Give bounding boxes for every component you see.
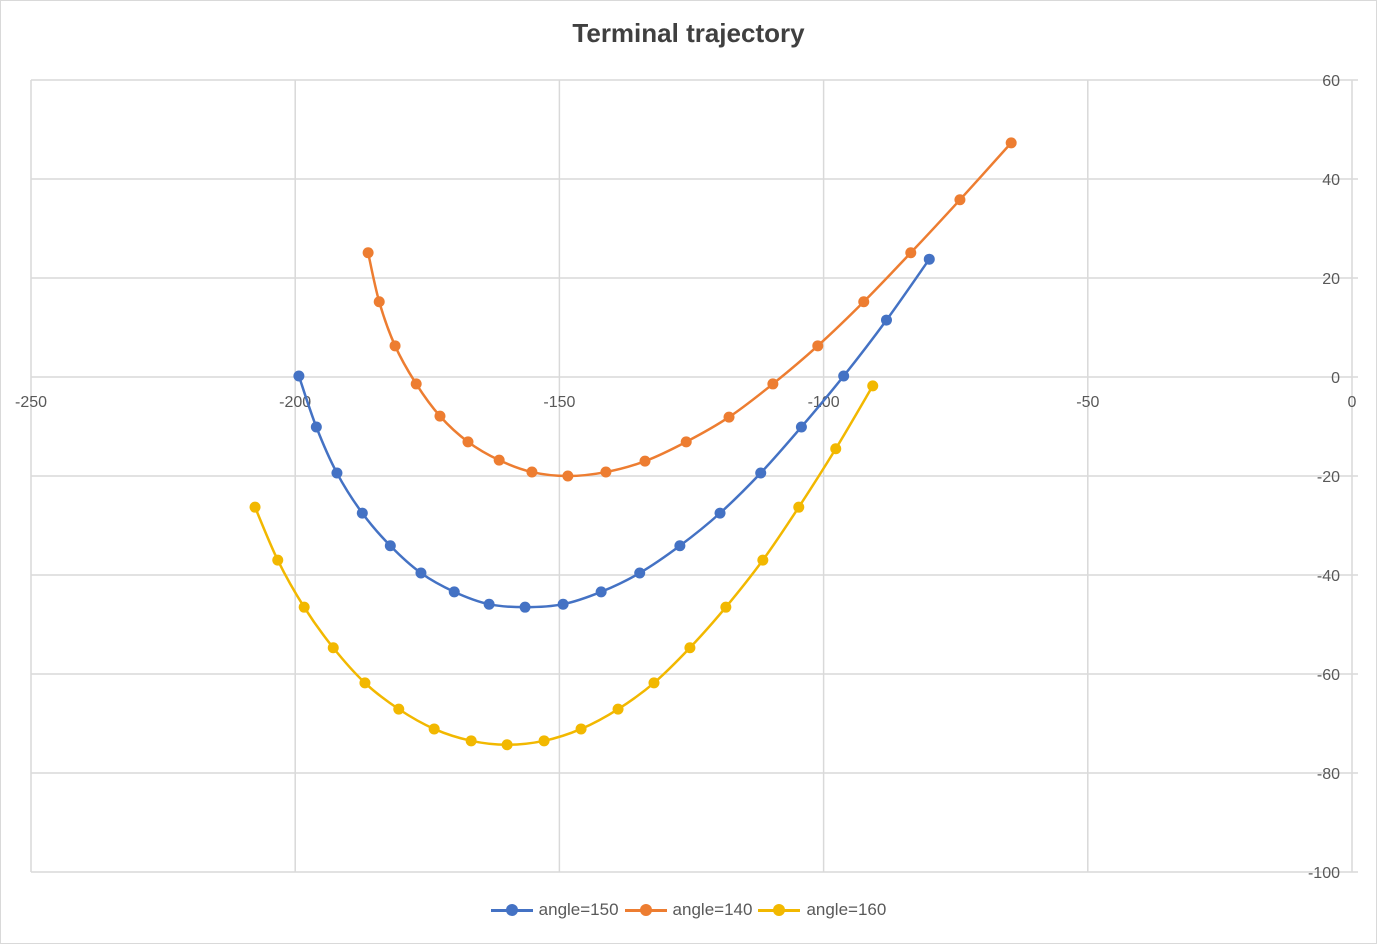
svg-text:-80: -80 bbox=[1317, 766, 1340, 783]
gridlines bbox=[30, 79, 1358, 873]
legend: angle=150 angle=140 angle=160 bbox=[0, 900, 1377, 920]
legend-swatch-orange-icon bbox=[624, 903, 667, 916]
svg-text:60: 60 bbox=[1322, 73, 1340, 90]
svg-text:-60: -60 bbox=[1317, 667, 1340, 684]
svg-text:-200: -200 bbox=[279, 394, 311, 411]
legend-item-angle-150: angle=150 bbox=[490, 900, 619, 920]
legend-item-angle-160: angle=160 bbox=[758, 900, 886, 920]
svg-text:-40: -40 bbox=[1317, 568, 1340, 585]
legend-label: angle=150 bbox=[538, 900, 619, 919]
legend-label: angle=140 bbox=[672, 900, 753, 919]
svg-text:-150: -150 bbox=[543, 394, 575, 411]
svg-text:40: 40 bbox=[1322, 172, 1340, 189]
svg-text:0: 0 bbox=[1348, 394, 1357, 411]
svg-text:-50: -50 bbox=[1076, 394, 1099, 411]
svg-text:-20: -20 bbox=[1317, 469, 1340, 486]
legend-item-angle-140: angle=140 bbox=[624, 900, 753, 920]
svg-text:0: 0 bbox=[1331, 370, 1340, 387]
svg-text:20: 20 bbox=[1322, 271, 1340, 288]
legend-swatch-blue-icon bbox=[490, 903, 533, 916]
chart-title: Terminal trajectory bbox=[572, 18, 805, 48]
legend-swatch-yellow-icon bbox=[758, 903, 801, 916]
axis-tick-labels: -250 -200 -150 -100 -50 06040200-20-40-60-80-… bbox=[15, 73, 1357, 882]
data-series bbox=[249, 137, 1017, 751]
svg-text:-100: -100 bbox=[1308, 865, 1340, 882]
legend-label: angle=160 bbox=[806, 900, 887, 919]
svg-text:-250: -250 bbox=[15, 394, 47, 411]
